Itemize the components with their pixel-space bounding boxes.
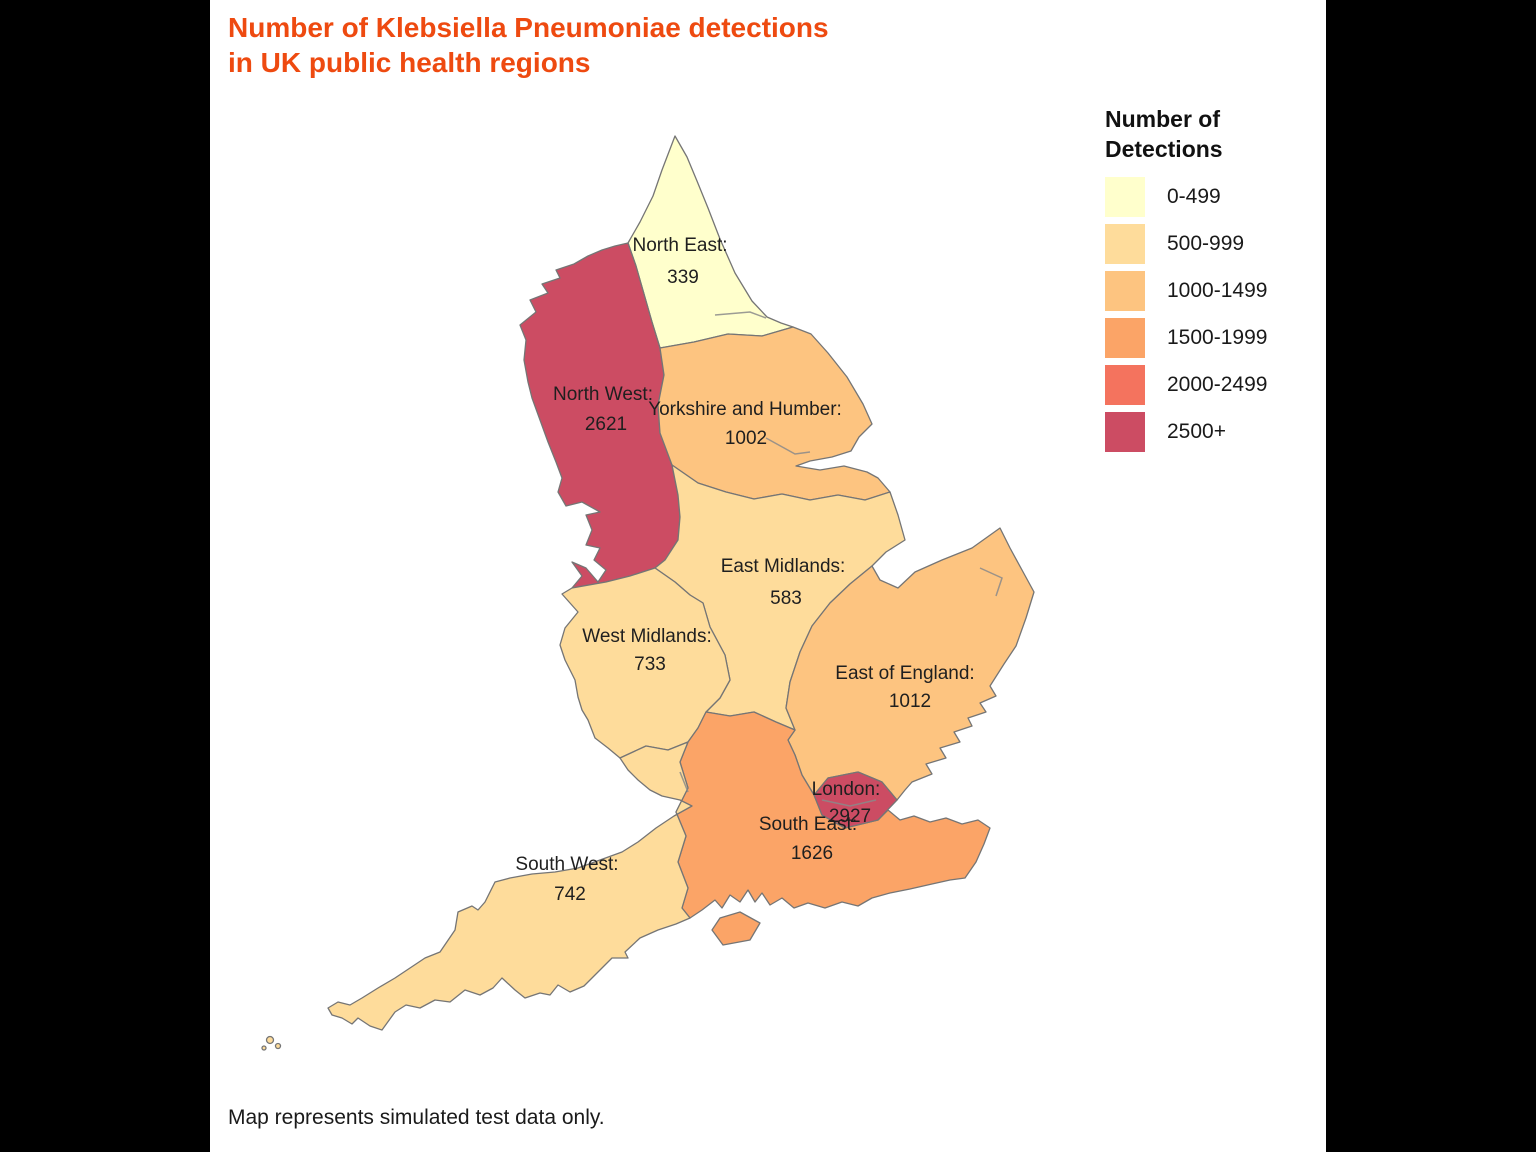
- legend-swatch-bin2: [1105, 224, 1145, 264]
- region-labels: North East: 339 North West: 2621 Yorkshi…: [515, 235, 974, 905]
- label-south-west: South West:: [515, 854, 618, 875]
- value-south-west: 742: [554, 884, 586, 905]
- legend-row: 1500-1999: [1105, 318, 1267, 358]
- value-south-east: 1626: [791, 843, 833, 864]
- page-title-line1: Number of Klebsiella Pneumoniae detectio…: [228, 12, 829, 43]
- legend-title-line2: Detections: [1105, 136, 1223, 162]
- legend-row: 2500+: [1105, 412, 1267, 452]
- label-london: London:: [812, 779, 881, 800]
- value-yorkshire-and-humber: 1002: [725, 428, 767, 449]
- legend-title-line1: Number of: [1105, 106, 1220, 132]
- region-london: [813, 771, 898, 829]
- legend-row: 2000-2499: [1105, 365, 1267, 405]
- legend-label-bin6: 2500+: [1167, 420, 1226, 443]
- legend-label-bin2: 500-999: [1167, 232, 1245, 255]
- legend-rows: 0-499 500-999 1000-1499 1500-1999 2000-2…: [1105, 177, 1267, 452]
- england-choropleth-map: North East: 339 North West: 2621 Yorkshi…: [261, 135, 1035, 1051]
- label-east-midlands: East Midlands:: [721, 556, 846, 577]
- label-north-east: North East:: [632, 235, 727, 256]
- legend-label-bin1: 0-499: [1167, 185, 1221, 208]
- legend-title: Number of Detections: [1105, 104, 1223, 164]
- value-london: 2927: [829, 806, 871, 827]
- legend-swatch-bin1: [1105, 177, 1145, 217]
- region-south-west: [327, 741, 693, 1031]
- value-east-midlands: 583: [770, 588, 802, 609]
- label-south-east: South East:: [759, 814, 857, 835]
- legend: Number of Detections 0-499 500-999 1000-…: [1105, 104, 1267, 452]
- legend-swatch-bin5: [1105, 365, 1145, 405]
- region-isle-of-wight: [711, 911, 761, 946]
- legend-label-bin4: 1500-1999: [1167, 326, 1268, 349]
- value-north-west: 2621: [585, 414, 627, 435]
- legend-label-bin5: 2000-2499: [1167, 373, 1268, 396]
- map-caption: Map represents simulated test data only.: [228, 1106, 605, 1129]
- label-west-midlands: West Midlands:: [582, 626, 712, 647]
- legend-row: 0-499: [1105, 177, 1267, 217]
- legend-swatch-bin4: [1105, 318, 1145, 358]
- river-lines: [679, 311, 1003, 807]
- legend-row: 500-999: [1105, 224, 1267, 264]
- plot-panel: Number of Klebsiella Pneumoniae detectio…: [210, 0, 1326, 1152]
- legend-row: 1000-1499: [1105, 271, 1267, 311]
- legend-swatch-bin6: [1105, 412, 1145, 452]
- label-north-west: North West:: [553, 384, 653, 405]
- legend-label-bin3: 1000-1499: [1167, 279, 1268, 302]
- isles-of-scilly: [261, 1035, 282, 1051]
- label-yorkshire-and-humber: Yorkshire and Humber:: [648, 399, 842, 420]
- value-west-midlands: 733: [634, 654, 666, 675]
- legend-swatch-bin3: [1105, 271, 1145, 311]
- value-east-of-england: 1012: [889, 691, 931, 712]
- label-east-of-england: East of England:: [835, 663, 974, 684]
- value-north-east: 339: [667, 267, 699, 288]
- page-title: Number of Klebsiella Pneumoniae detectio…: [228, 10, 829, 80]
- page-title-line2: in UK public health regions: [228, 47, 591, 78]
